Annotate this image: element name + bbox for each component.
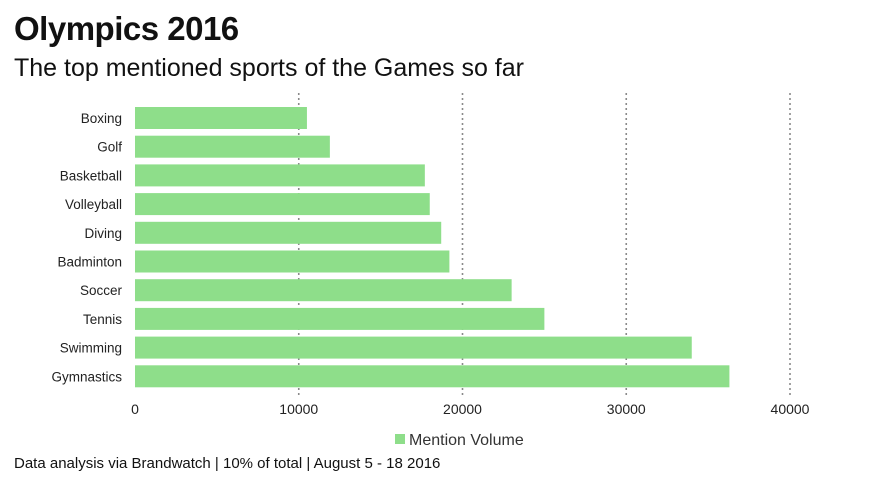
category-label-volleyball: Volleyball (65, 197, 122, 212)
category-labels: Boxing Golf Basketball Volleyball Diving Badm… (51, 111, 122, 384)
bar-badminton (135, 250, 450, 273)
bar-swimming (135, 336, 692, 359)
chart-footnote: Data analysis via Brandwatch | 10% of to… (14, 455, 441, 472)
bar-golf (135, 135, 330, 158)
bar-gymnastics (135, 365, 730, 388)
bar-volleyball (135, 193, 430, 216)
category-label-soccer: Soccer (80, 283, 123, 298)
legend: Mention Volume (395, 432, 524, 449)
x-tick-label-4: 40000 (771, 401, 810, 417)
legend-swatch (395, 434, 405, 444)
category-label-boxing: Boxing (81, 111, 122, 126)
bar-diving (135, 221, 442, 244)
category-label-badminton: Badminton (57, 255, 122, 270)
x-tick-label-0: 0 (131, 401, 139, 417)
category-label-golf: Golf (97, 140, 122, 155)
bar-basketball (135, 164, 425, 187)
legend-label: Mention Volume (409, 432, 524, 449)
x-tick-label-1: 10000 (279, 401, 318, 417)
category-label-gymnastics: Gymnastics (51, 369, 122, 384)
category-label-tennis: Tennis (83, 312, 122, 327)
bar-boxing (135, 107, 307, 129)
category-label-basketball: Basketball (60, 168, 122, 183)
chart-title: Olympics 2016 (14, 10, 239, 47)
chart-subtitle: The top mentioned sports of the Games so… (14, 54, 524, 82)
x-tick-label-3: 30000 (607, 401, 646, 417)
x-tick-label-2: 20000 (443, 401, 482, 417)
category-label-diving: Diving (84, 226, 122, 241)
bar-soccer (135, 279, 512, 302)
x-tick-labels: 0 10000 20000 30000 40000 (131, 401, 810, 417)
bars (135, 107, 730, 388)
bar-tennis (135, 307, 545, 330)
category-label-swimming: Swimming (60, 341, 122, 356)
